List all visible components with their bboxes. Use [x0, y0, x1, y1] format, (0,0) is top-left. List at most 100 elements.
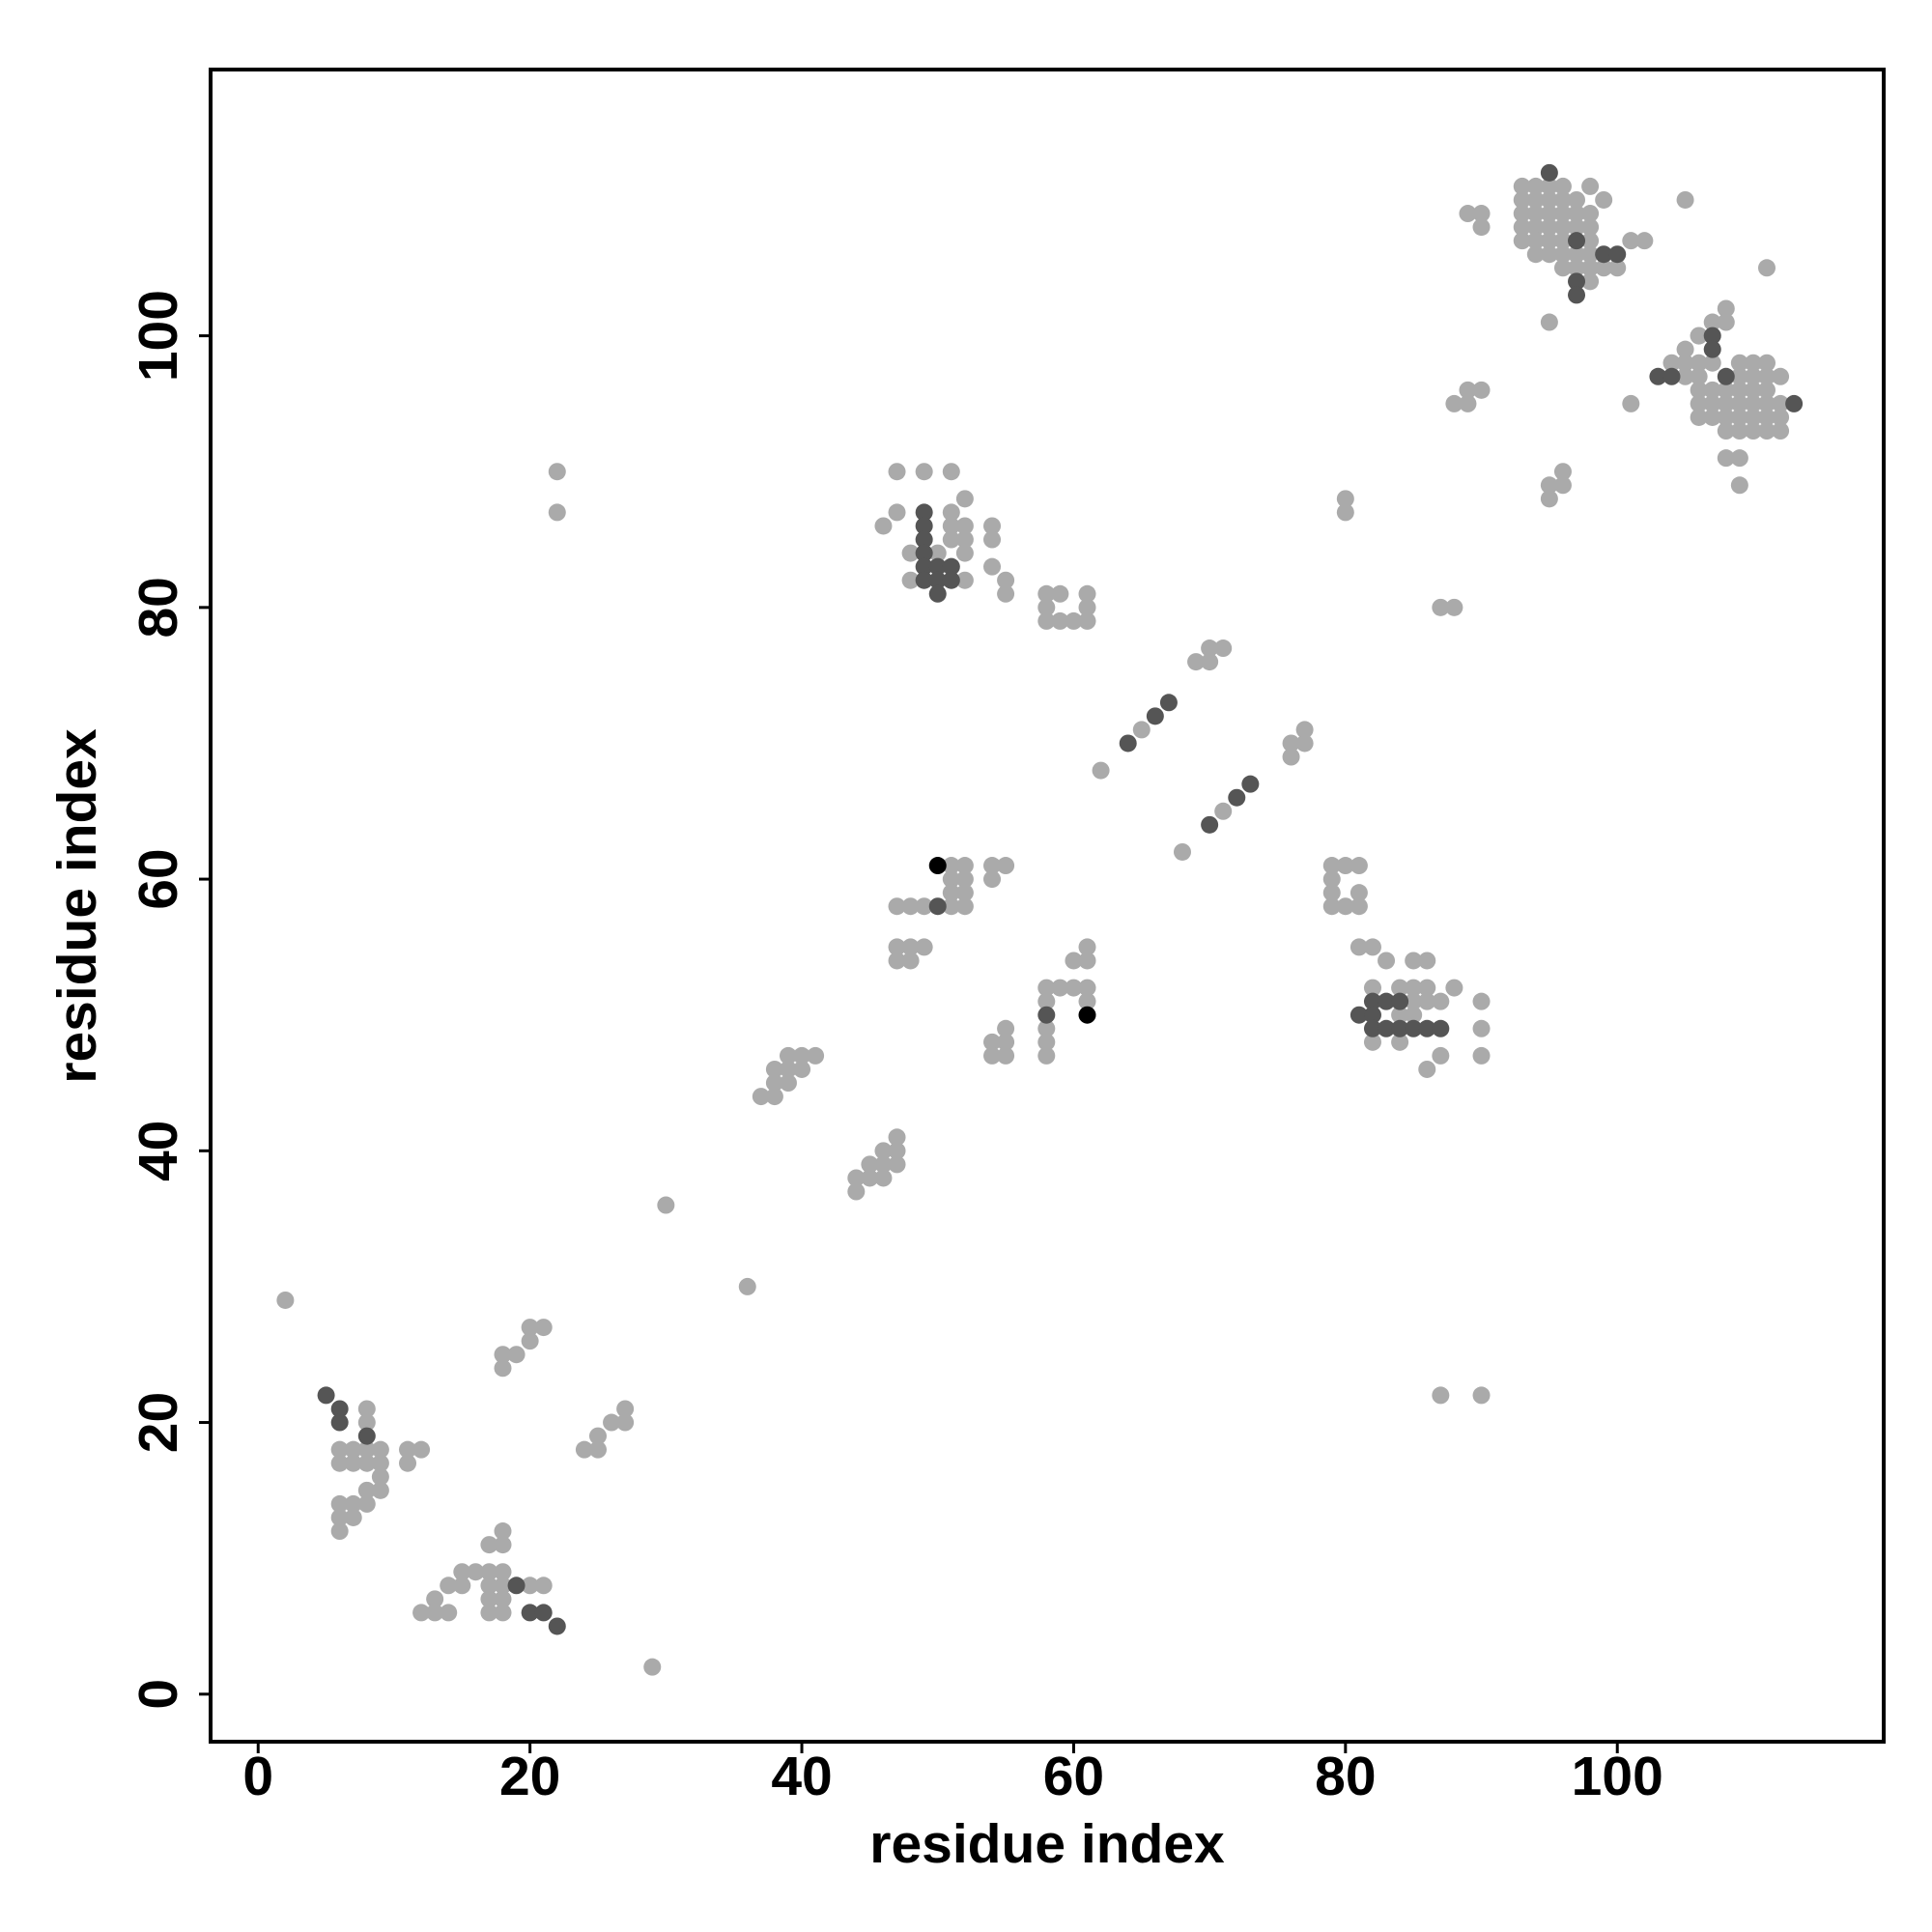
point	[752, 1088, 770, 1106]
point	[1350, 857, 1368, 875]
point	[643, 1658, 662, 1676]
point	[1228, 788, 1246, 807]
point	[915, 517, 933, 535]
point	[1445, 979, 1463, 997]
point	[1744, 367, 1762, 385]
point	[955, 870, 974, 889]
point	[1581, 232, 1600, 250]
point	[344, 1440, 362, 1459]
point	[915, 938, 933, 956]
point	[942, 503, 960, 522]
point	[1322, 884, 1341, 902]
point	[453, 1563, 471, 1581]
point	[942, 530, 960, 549]
point	[1730, 408, 1748, 426]
point	[997, 1033, 1015, 1051]
y-tick-label: 100	[128, 290, 189, 382]
point	[765, 1088, 783, 1106]
point	[330, 1413, 349, 1432]
point	[357, 1427, 376, 1445]
point	[997, 571, 1015, 589]
point	[861, 1155, 879, 1174]
point	[1037, 1006, 1056, 1024]
point	[1472, 1046, 1491, 1065]
point	[1513, 177, 1531, 195]
point	[779, 1046, 797, 1065]
point	[983, 1046, 1002, 1065]
point	[1214, 802, 1233, 820]
point	[888, 503, 906, 522]
point	[1703, 340, 1721, 358]
point	[412, 1440, 431, 1459]
point	[330, 1400, 349, 1418]
point	[1391, 1033, 1409, 1051]
y-tick-label: 60	[128, 848, 189, 909]
point	[412, 1604, 431, 1622]
point	[1622, 394, 1640, 412]
point	[1703, 381, 1721, 399]
point	[1690, 408, 1708, 426]
point	[1568, 205, 1586, 223]
point	[888, 952, 906, 970]
point	[657, 1196, 675, 1214]
point	[317, 1386, 335, 1405]
point	[357, 1454, 376, 1472]
point	[1717, 313, 1735, 331]
point	[955, 517, 974, 535]
point	[983, 517, 1002, 535]
point	[1717, 394, 1735, 412]
point	[1662, 354, 1681, 372]
point	[575, 1440, 593, 1459]
point	[1336, 897, 1354, 916]
point	[1635, 232, 1654, 250]
point	[1730, 367, 1748, 385]
point	[1445, 394, 1463, 412]
point	[371, 1454, 389, 1472]
point	[1662, 367, 1681, 385]
point	[1690, 394, 1708, 412]
point	[276, 1291, 295, 1309]
point	[955, 857, 974, 875]
point	[1472, 1019, 1491, 1037]
point	[1703, 313, 1721, 331]
point	[915, 463, 933, 481]
point	[1581, 245, 1600, 264]
point	[901, 897, 920, 916]
point	[997, 1019, 1015, 1037]
point	[1405, 992, 1423, 1010]
point	[1363, 1033, 1381, 1051]
point	[888, 938, 906, 956]
point	[399, 1440, 417, 1459]
point	[1418, 1060, 1436, 1078]
y-axis-label: residue index	[46, 728, 108, 1084]
point	[330, 1494, 349, 1513]
point	[942, 857, 960, 875]
point	[1037, 598, 1056, 616]
point	[1295, 734, 1314, 753]
point	[1391, 992, 1409, 1010]
point	[1581, 205, 1600, 223]
point	[738, 1277, 756, 1295]
point	[330, 1440, 349, 1459]
point	[1553, 205, 1572, 223]
point	[330, 1522, 349, 1541]
point	[440, 1577, 458, 1595]
point	[1757, 394, 1776, 412]
point	[1065, 611, 1083, 630]
point	[330, 1508, 349, 1526]
x-tick-label: 20	[499, 1746, 560, 1807]
point	[344, 1508, 362, 1526]
point	[1445, 598, 1463, 616]
point	[1078, 952, 1096, 970]
point	[1690, 367, 1708, 385]
point	[1037, 1019, 1056, 1037]
point	[1078, 1006, 1096, 1024]
point	[1730, 354, 1748, 372]
point	[1432, 992, 1450, 1010]
point	[1065, 979, 1083, 997]
point	[1418, 952, 1436, 970]
point	[888, 897, 906, 916]
point	[494, 1577, 512, 1595]
point	[1378, 952, 1396, 970]
point	[1595, 245, 1613, 264]
